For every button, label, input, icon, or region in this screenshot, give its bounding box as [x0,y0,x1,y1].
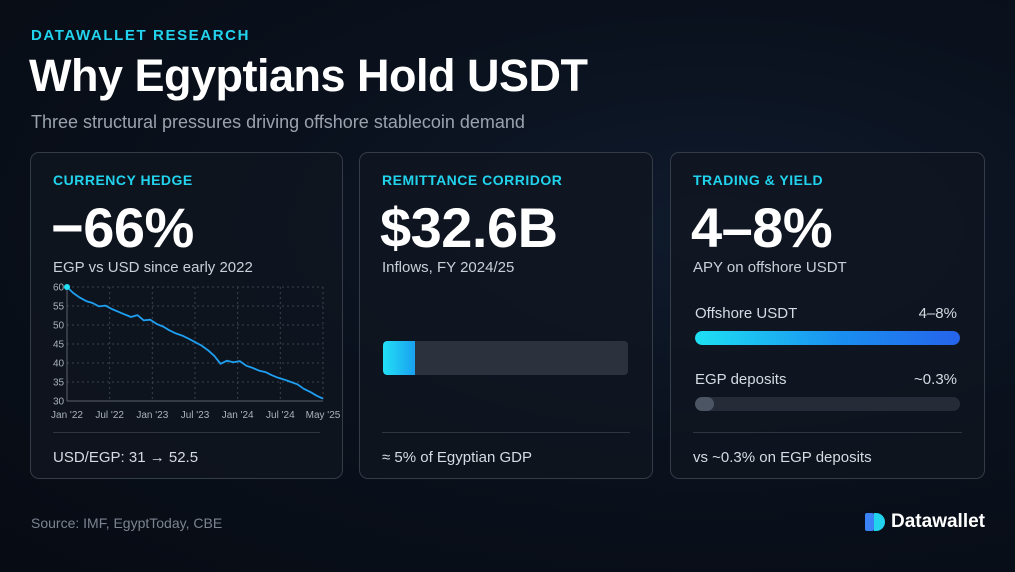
card-footer: vs ~0.3% on EGP deposits [693,449,872,466]
brand-logo: Datawallet [865,511,985,533]
card-footer: ≈ 5% of Egyptian GDP [382,449,532,466]
series-start-point [64,284,70,290]
offshore-usdt-value: 4–8% [918,305,957,322]
remittance-progress-fill [383,341,415,375]
eyebrow-label: DATAWALLET RESEARCH [31,27,251,44]
offshore-usdt-bar-fill [695,331,960,345]
y-tick-label: 45 [53,340,65,351]
x-tick-label: Jul '24 [266,410,295,421]
trading-yield-card: TRADING & YIELD 4–8% APY on offshore USD… [670,152,985,479]
offshore-usdt-label: Offshore USDT [695,305,798,322]
card-label: REMITTANCE CORRIDOR [382,172,563,188]
datawallet-logo-icon [865,513,886,531]
divider [693,432,962,433]
page-subtitle: Three structural pressures driving offsh… [31,112,525,132]
stat-description: Inflows, FY 2024/25 [382,259,515,276]
remittance-corridor-card: REMITTANCE CORRIDOR $32.6B Inflows, FY 2… [359,152,653,479]
source-note: Source: IMF, EgyptToday, CBE [31,515,223,531]
egp-deposits-bar-fill [695,397,714,411]
card-footer: USD/EGP: 31 → 52.5 [53,449,199,466]
y-tick-label: 35 [53,378,65,389]
big-stat: 4–8% [691,196,833,259]
currency-hedge-card: CURRENCY HEDGE −66% EGP vs USD since ear… [30,152,343,479]
y-tick-label: 40 [53,359,65,370]
y-tick-label: 30 [53,397,65,408]
divider [53,432,320,433]
divider [382,432,630,433]
x-tick-label: Jan '24 [222,410,254,421]
x-tick-label: Jan '23 [136,410,168,421]
y-tick-label: 55 [53,302,65,313]
stat-description: EGP vs USD since early 2022 [53,259,253,276]
stat-description: APY on offshore USDT [693,259,847,276]
usd-egp-line-chart: 60 55 50 45 40 35 30 Jan '22 Jul '22 Jan '23 Jul '… [51,283,341,422]
x-tick-label: May '25 [306,410,341,421]
y-tick-label: 50 [53,321,65,332]
egp-deposits-bar-track [695,397,960,411]
egp-deposits-value: ~0.3% [914,371,957,388]
egp-deposits-label: EGP deposits [695,371,787,388]
x-tick-label: Jul '23 [181,410,210,421]
x-tick-label: Jul '22 [95,410,124,421]
card-label: TRADING & YIELD [693,172,824,188]
y-tick-label: 60 [53,283,65,294]
remittance-progress-track [383,341,628,375]
usd-egp-series-line [66,286,324,400]
offshore-usdt-bar-track [695,331,960,345]
big-stat: −66% [51,196,194,259]
card-label: CURRENCY HEDGE [53,172,193,188]
x-tick-label: Jan '22 [51,410,83,421]
page-title: Why Egyptians Hold USDT [29,50,588,101]
brand-name: Datawallet [891,511,985,532]
big-stat: $32.6B [380,196,558,259]
